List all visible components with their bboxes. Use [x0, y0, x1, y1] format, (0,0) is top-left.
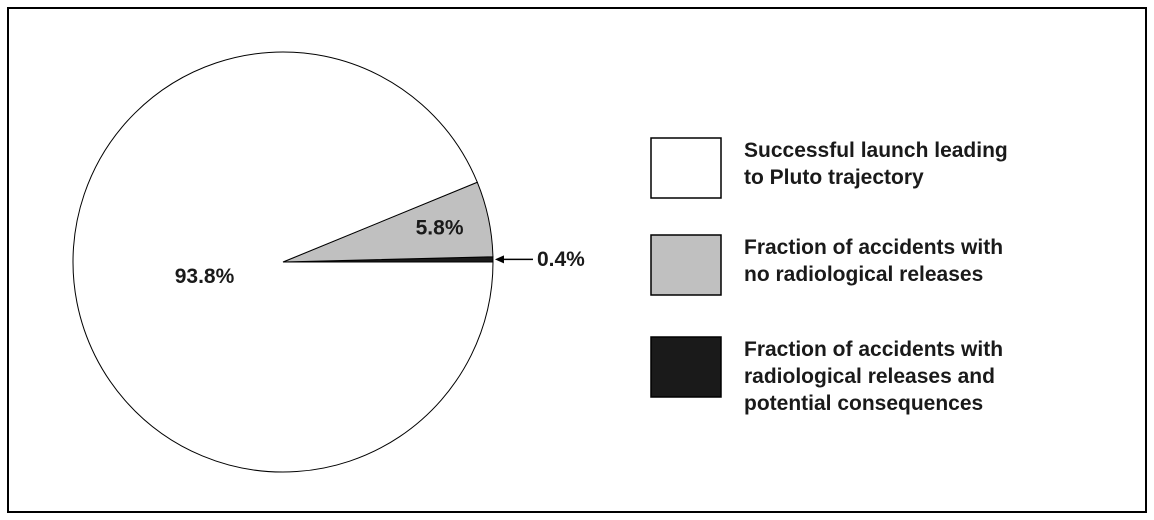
legend-label: Fraction of accidents with no radiologic… [744, 236, 1004, 286]
legend-label: Successful launch leading to Pluto traje… [744, 139, 1008, 189]
legend-swatch [650, 137, 722, 199]
pie-slice [72, 51, 494, 473]
arrow-head [494, 255, 504, 264]
value-label: 93.8% [175, 265, 235, 288]
value-label: 0.4% [537, 248, 585, 271]
legend-swatch [650, 336, 722, 398]
value-label: 5.8% [416, 217, 464, 240]
legend-swatch [650, 234, 722, 296]
frame [7, 7, 1147, 513]
legend-label: Fraction of accidents with radiological … [744, 338, 1004, 415]
